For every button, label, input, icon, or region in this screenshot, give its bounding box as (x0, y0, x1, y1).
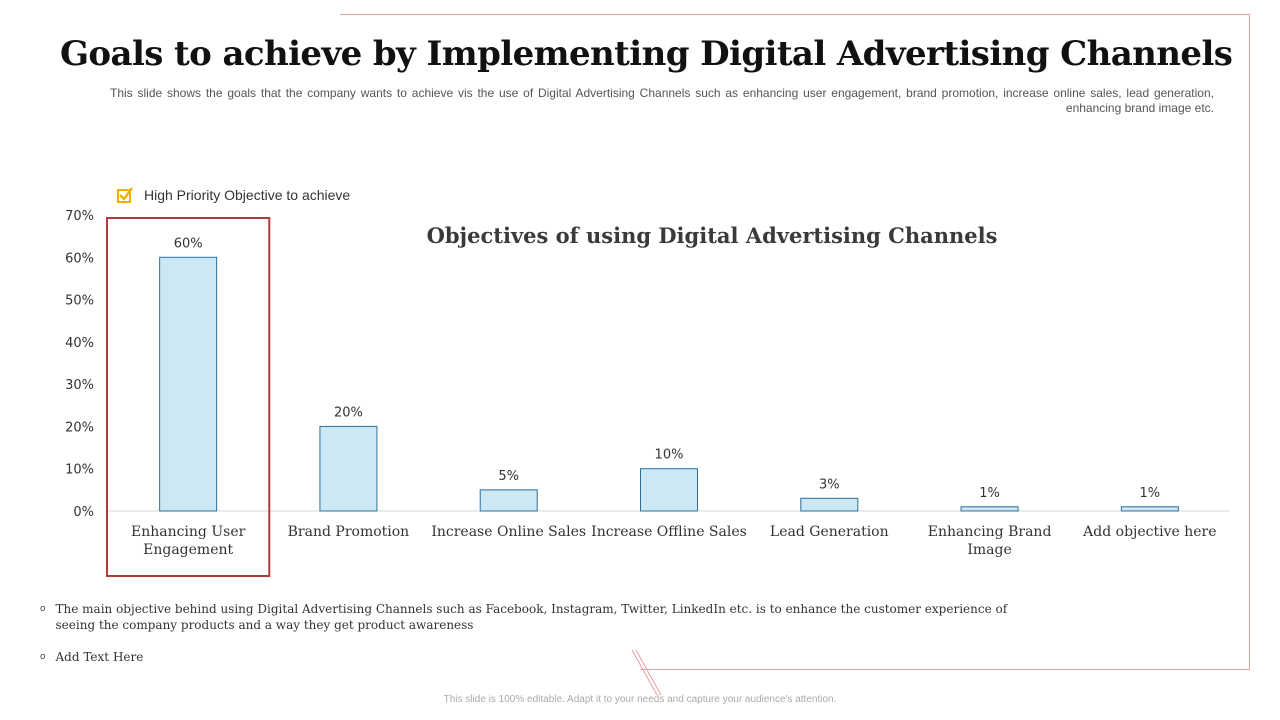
x-tick-label: Lead Generation (770, 524, 889, 540)
bar-chart: Objectives of using Digital Advertising … (65, 209, 1229, 577)
bullet-item: o The main objective behind using Digita… (40, 601, 1050, 633)
data-label: 1% (979, 486, 1000, 501)
data-label: 10% (655, 448, 684, 463)
y-tick-label: 20% (65, 420, 94, 435)
bar (1120, 506, 1179, 512)
bullet-item: o Add Text Here (40, 649, 143, 665)
checkbox-check-icon (117, 187, 133, 203)
data-label: 3% (819, 477, 840, 492)
y-tick-label: 60% (65, 251, 94, 266)
data-label: 20% (334, 405, 363, 420)
x-tick-label: Add objective here (1082, 524, 1216, 540)
bullet-circle-icon: o (40, 652, 46, 662)
slide-frame-right (1249, 14, 1250, 669)
data-label: 60% (174, 236, 203, 251)
x-tick-label: Enhancing Brand Image (928, 524, 1052, 558)
chart-title: Objectives of using Digital Advertising … (427, 223, 998, 248)
bar (960, 506, 1019, 512)
x-tick-label: Increase Online Sales (431, 524, 586, 540)
page-title: Goals to achieve by Implementing Digital… (60, 34, 1233, 74)
y-tick-label: 30% (65, 378, 94, 393)
data-label: 1% (1140, 486, 1161, 501)
bar (800, 497, 859, 512)
page-subtitle: This slide shows the goals that the comp… (110, 86, 1214, 115)
bar (640, 468, 698, 512)
bullet-text: Add Text Here (55, 650, 144, 664)
bar (159, 256, 218, 512)
bullet-circle-icon: o (40, 604, 46, 614)
y-tick-label: 50% (65, 294, 94, 309)
bar (479, 489, 538, 512)
data-label: 5% (498, 469, 519, 484)
y-tick-label: 70% (65, 209, 94, 224)
legend-label: High Priority Objective to achieve (144, 187, 351, 203)
y-tick-label: 0% (73, 505, 94, 520)
bullet-text: The main objective behind using Digital … (55, 602, 1008, 632)
slide-frame-bottom (640, 669, 1250, 670)
x-tick-label: Brand Promotion (288, 524, 410, 540)
footer-note: This slide is 100% editable. Adapt it to… (443, 694, 837, 705)
y-tick-label: 40% (65, 336, 94, 351)
slide-frame-top (340, 14, 1250, 15)
bar (319, 425, 378, 512)
chart-legend: High Priority Objective to achieve (116, 186, 350, 204)
high-priority-highlight-box (106, 217, 271, 577)
y-tick-label: 10% (65, 463, 94, 478)
x-tick-label: Enhancing User Engagement (131, 524, 246, 558)
x-tick-label: Increase Offline Sales (591, 524, 747, 540)
